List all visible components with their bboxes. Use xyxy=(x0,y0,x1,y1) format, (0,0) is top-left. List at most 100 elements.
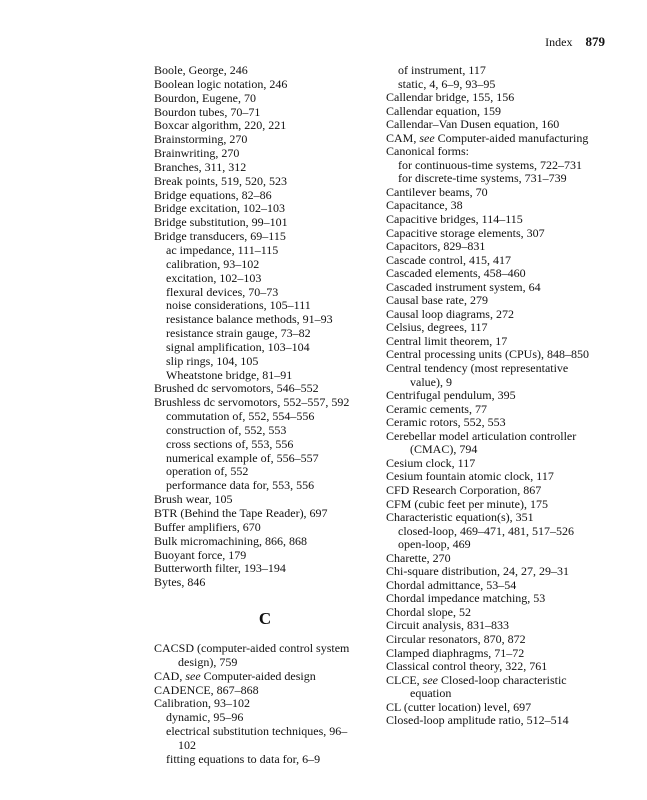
index-entry: Cascade control, 415, 417 xyxy=(386,252,511,267)
index-subentry: open-loop, 469 xyxy=(398,537,471,552)
index-entry: Circular resonators, 870, 872 xyxy=(386,631,526,646)
index-entry: Classical control theory, 322, 761 xyxy=(386,659,548,674)
index-entry: Ceramic rotors, 552, 553 xyxy=(386,415,506,430)
index-entry: Bourdon tubes, 70–71 xyxy=(154,104,261,119)
index-entry: Central tendency (most representative xyxy=(386,361,569,376)
entry-text: Closed-loop characteristic xyxy=(438,672,567,687)
index-entry: CACSD (computer-aided control system xyxy=(154,641,350,656)
index-subentry: noise considerations, 105–111 xyxy=(166,298,311,313)
index-entry: Clamped diaphragms, 71–72 xyxy=(386,645,525,660)
index-entry: Cantilever beams, 70 xyxy=(386,184,488,199)
index-entry: Callendar equation, 159 xyxy=(386,103,501,118)
index-entry-continuation: value), 9 xyxy=(410,374,452,389)
index-subentry: operation of, 552 xyxy=(166,464,249,479)
index-entry: CL (cutter location) level, 697 xyxy=(386,699,532,714)
index-entry: Boxcar algorithm, 220, 221 xyxy=(154,118,287,133)
index-subentry: fitting equations to data for, 6–9 xyxy=(166,751,321,766)
index-entry: Chi-square distribution, 24, 27, 29–31 xyxy=(386,564,569,579)
index-entry: Bridge equations, 82–86 xyxy=(154,187,272,202)
index-entry: Brush wear, 105 xyxy=(154,492,233,507)
index-entry: Characteristic equation(s), 351 xyxy=(386,510,534,525)
index-entry: Brainwriting, 270 xyxy=(154,146,240,161)
index-entry: Buffer amplifiers, 670 xyxy=(154,519,261,534)
index-subentry: construction of, 552, 553 xyxy=(166,422,287,437)
entry-text: CAD, xyxy=(154,668,186,683)
see-reference: see xyxy=(419,130,435,145)
index-subentry: excitation, 102–103 xyxy=(166,270,262,285)
index-entry: Bulk micromachining, 866, 868 xyxy=(154,533,307,548)
index-entry: Bytes, 846 xyxy=(154,575,206,590)
index-subentry: calibration, 93–102 xyxy=(166,256,260,271)
index-entry: Calibration, 93–102 xyxy=(154,696,250,711)
index-subentry: resistance strain gauge, 73–82 xyxy=(166,326,311,341)
index-entry: Bridge substitution, 99–101 xyxy=(154,215,288,230)
index-entry: Butterworth filter, 193–194 xyxy=(154,561,286,576)
index-entry: Brainstorming, 270 xyxy=(154,132,248,147)
index-entry: Centrifugal pendulum, 395 xyxy=(386,388,516,403)
index-entry: Brushed dc servomotors, 546–552 xyxy=(154,381,319,396)
index-entry: Cesium fountain atomic clock, 117 xyxy=(386,469,554,484)
section-letter: C xyxy=(258,609,272,629)
index-subentry: ac impedance, 111–115 xyxy=(166,242,279,257)
page-number: 879 xyxy=(585,34,606,49)
index-entry: BTR (Behind the Tape Reader), 697 xyxy=(154,506,328,520)
running-head-section: Index xyxy=(545,35,573,49)
index-entry: Circuit analysis, 831–833 xyxy=(386,618,509,633)
index-entry: Callendar–Van Dusen equation, 160 xyxy=(386,117,560,132)
index-entry: Central processing units (CPUs), 848–850 xyxy=(386,347,589,362)
index-entry: Branches, 311, 312 xyxy=(154,159,247,174)
index-subentry: numerical example of, 556–557 xyxy=(166,450,319,465)
index-entry: Celsius, degrees, 117 xyxy=(386,320,488,335)
index-entry: Boole, George, 246 xyxy=(154,63,248,77)
index-entry: Chordal impedance matching, 53 xyxy=(386,591,546,606)
index-entry: Central limit theorem, 17 xyxy=(386,333,508,348)
index-entry-continuation: design), 759 xyxy=(178,654,238,669)
index-entry: Capacitive bridges, 114–115 xyxy=(386,212,523,227)
entry-text: Computer-aided manufacturing xyxy=(434,130,589,145)
index-subentry: dynamic, 95–96 xyxy=(166,710,244,725)
index-subentry: performance data for, 553, 556 xyxy=(166,478,315,493)
index-entry: Capacitors, 829–831 xyxy=(386,239,486,254)
index-subentry: electrical substitution techniques, 96– xyxy=(166,724,348,739)
index-entry: Capacitance, 38 xyxy=(386,198,463,213)
index-subentry: closed-loop, 469–471, 481, 517–526 xyxy=(398,523,574,538)
index-entry-continuation: equation xyxy=(410,686,452,701)
index-entry: Causal loop diagrams, 272 xyxy=(386,306,514,321)
index-subentry: signal amplification, 103–104 xyxy=(166,339,310,354)
index-entry: Callendar bridge, 155, 156 xyxy=(386,90,515,105)
index-entry: Bridge transducers, 69–115 xyxy=(154,229,286,244)
see-reference: see xyxy=(185,668,201,683)
index-entry: Brushless dc servomotors, 552–557, 592 xyxy=(154,395,350,410)
index-column-left: Boole, George, 246 Boolean logic notation… xyxy=(154,63,376,767)
index-subentry: static, 4, 6–9, 93–95 xyxy=(398,76,496,91)
index-entry: CADENCE, 867–868 xyxy=(154,682,259,697)
entry-text: CLCE, xyxy=(386,672,423,687)
index-entry-continuation: (CMAC), 794 xyxy=(410,442,478,457)
index-entry: CAD, see Computer-aided design xyxy=(154,668,376,684)
index-subentry: of instrument, 117 xyxy=(398,63,486,77)
index-entry: Cesium clock, 117 xyxy=(386,455,476,470)
index-entry: Cerebellar model articulation controller xyxy=(386,428,577,443)
index-subentry: flexural devices, 70–73 xyxy=(166,284,279,299)
index-subentry: slip rings, 104, 105 xyxy=(166,353,259,368)
index-subentry: resistance balance methods, 91–93 xyxy=(166,312,333,327)
entry-text: CAM, xyxy=(386,130,420,145)
index-entry: CFM (cubic feet per minute), 175 xyxy=(386,496,548,511)
index-entry: Buoyant force, 179 xyxy=(154,547,247,562)
see-reference: see xyxy=(422,672,438,687)
index-entry: Charette, 270 xyxy=(386,550,451,565)
index-entry: Boolean logic notation, 246 xyxy=(154,76,288,91)
index-subentry: Wheatstone bridge, 81–91 xyxy=(166,367,293,382)
index-entry: Canonical forms: xyxy=(386,144,469,159)
index-subentry: for discrete-time systems, 731–739 xyxy=(398,171,567,186)
index-entry: Cascaded instrument system, 64 xyxy=(386,279,541,294)
index-subentry: cross sections of, 553, 556 xyxy=(166,436,294,451)
index-entry: CLCE, see Closed-loop characteristic xyxy=(386,672,641,688)
index-entry: Cascaded elements, 458–460 xyxy=(386,266,526,281)
entry-text: Computer-aided design xyxy=(200,668,316,683)
index-entry: Bourdon, Eugene, 70 xyxy=(154,90,256,105)
index-subentry: for continuous-time systems, 722–731 xyxy=(398,157,582,172)
index-entry: CFD Research Corporation, 867 xyxy=(386,482,542,497)
index-entry-continuation: 102 xyxy=(178,737,196,752)
index-column-right: of instrument, 117 static, 4, 6–9, 93–95 C… xyxy=(386,63,641,728)
